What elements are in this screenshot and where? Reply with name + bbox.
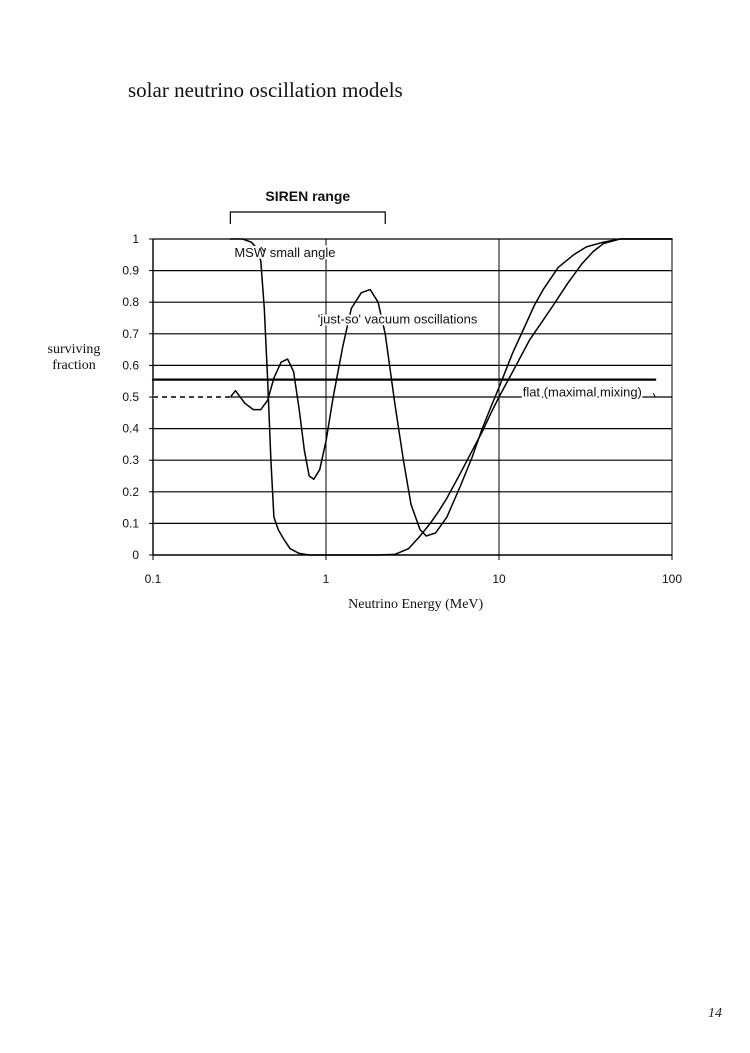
y-tick-label: 0.8 bbox=[122, 295, 139, 309]
range-bracket bbox=[229, 211, 386, 224]
y-tick-label: 0.4 bbox=[122, 422, 139, 436]
y-tick-label: 0.7 bbox=[122, 327, 139, 341]
y-tick-label: 1 bbox=[132, 232, 139, 246]
grid-lines bbox=[153, 238, 673, 555]
x-tick-label: 1 bbox=[323, 572, 330, 586]
series-lines bbox=[151, 238, 673, 556]
page-title: solar neutrino oscillation models bbox=[128, 78, 403, 102]
y-tick-label: 0.3 bbox=[122, 453, 139, 467]
label-leader-flat bbox=[652, 392, 656, 398]
y-tick-label: 0.6 bbox=[122, 358, 139, 372]
y-tick-label: 0 bbox=[132, 548, 139, 562]
y-axis-title-line: surviving bbox=[48, 342, 101, 357]
y-tick-label: 0.9 bbox=[122, 264, 139, 278]
page-number: 14 bbox=[708, 1006, 722, 1021]
y-tick-label: 0.5 bbox=[122, 390, 139, 404]
series-line-msw bbox=[229, 238, 673, 556]
x-axis-title: Neutrino Energy (MeV) bbox=[348, 597, 483, 612]
label-leader-msw bbox=[260, 246, 265, 252]
series-label-msw: MSW small angle bbox=[234, 245, 335, 260]
x-tick-label: 100 bbox=[662, 572, 682, 586]
y-tick-label: 0.2 bbox=[122, 485, 139, 499]
x-tick-label: 10 bbox=[492, 572, 506, 586]
chart-labels: 0 0.1 0.2 0.3 0.4 0.5 0.6 0.7 0.8 0.9 1 0.1 1 10 100 Ne… bbox=[48, 188, 683, 612]
series-label-flat: flat (maximal mixing) bbox=[523, 384, 642, 399]
y-axis-title-line: fraction bbox=[52, 358, 96, 373]
series-line-justso bbox=[152, 238, 673, 537]
y-tick-label: 0.1 bbox=[122, 516, 139, 530]
x-tick-label: 0.1 bbox=[145, 572, 162, 586]
series-label-justso: 'just-so' vacuum oscillations bbox=[318, 312, 478, 327]
range-bracket-label: SIREN range bbox=[265, 188, 350, 204]
